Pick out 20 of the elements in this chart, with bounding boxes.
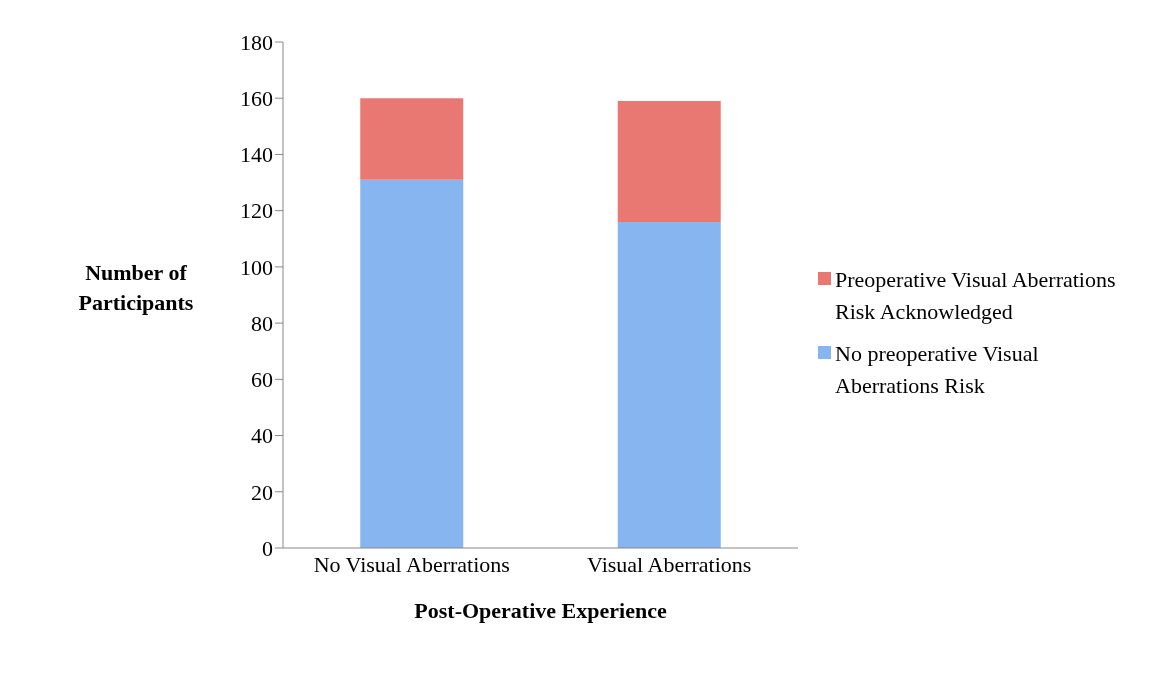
bar <box>360 98 464 180</box>
bar <box>617 221 721 548</box>
bar <box>617 101 721 222</box>
y-tick-label: 20 <box>251 479 273 505</box>
legend-label: No preoperative Visual Aberrations Risk <box>835 340 1040 400</box>
y-tick-label: 60 <box>251 367 273 393</box>
legend-label: Preoperative Visual Aberrations Risk Acknowledged <box>835 266 1117 326</box>
y-axis-title: Number of Participants <box>78 260 194 315</box>
y-tick-label: 180 <box>240 29 273 55</box>
x-tick-label: Visual Aberrations <box>587 551 752 577</box>
y-tick-label: 0 <box>262 535 273 561</box>
y-tick-label: 140 <box>240 142 273 168</box>
bar <box>360 179 464 548</box>
y-tick-label: 100 <box>240 254 273 280</box>
y-tick-label: 40 <box>251 423 273 449</box>
x-axis-title: Post-Operative Experience <box>414 598 667 623</box>
x-tick-label: No Visual Aberrations <box>313 551 510 577</box>
y-tick-label: 160 <box>240 86 273 112</box>
y-tick-label: 80 <box>251 310 273 336</box>
y-tick-label: 120 <box>240 198 273 224</box>
